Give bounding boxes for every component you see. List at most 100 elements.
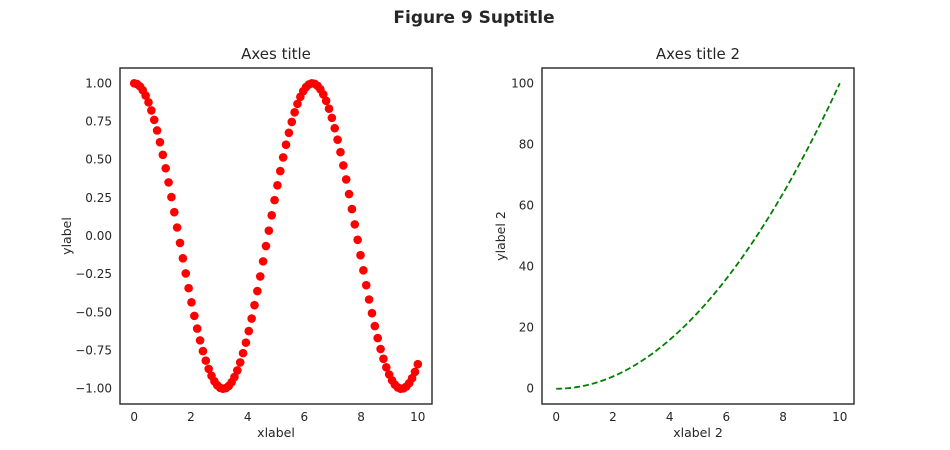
scatter-point [324, 104, 334, 114]
right-y-tick-label: 80 [519, 137, 534, 151]
scatter-point [144, 98, 153, 107]
scatter-point [413, 359, 423, 369]
scatter-point [235, 358, 245, 367]
scatter-point [158, 150, 168, 160]
scatter-point [198, 346, 208, 356]
scatter-point [339, 161, 348, 170]
scatter-point [238, 348, 248, 358]
scatter-point [350, 220, 360, 229]
left-x-tick-label: 2 [187, 410, 195, 424]
right-y-tick-label: 20 [519, 321, 534, 335]
right-x-tick-label: 2 [609, 410, 617, 424]
scatter-point [184, 283, 193, 293]
left-y-tick-label: −1.00 [75, 382, 112, 396]
left-y-tick-label: −0.50 [75, 305, 112, 319]
left-y-tick-label: −0.25 [75, 267, 112, 281]
right-axes-frame [541, 67, 855, 405]
left-x-tick-label: 0 [130, 410, 138, 424]
scatter-point [341, 175, 351, 184]
scatter-point [373, 333, 383, 343]
scatter-point [293, 99, 302, 109]
left-y-tick-label: 0.75 [85, 114, 112, 128]
right-x-tick-label: 8 [779, 410, 787, 424]
scatter-point [287, 117, 297, 127]
right-x-tick-label: 6 [723, 410, 731, 424]
scatter-point [290, 107, 299, 117]
scatter-point [344, 189, 354, 199]
figure-suptitle: Figure 9 Suptitle [393, 8, 554, 28]
scatter-point [382, 363, 391, 372]
right-y-tick-label: 100 [511, 76, 534, 90]
scatter-point [230, 372, 239, 382]
right-y-tick-label: 60 [519, 198, 534, 212]
right-y-axis-label: ylabel 2 [493, 211, 508, 261]
scatter-point [255, 272, 265, 281]
left-y-tick-label: 1.00 [85, 76, 112, 90]
left-y-tick-label: 0.50 [85, 153, 112, 167]
series-line [556, 82, 841, 390]
scatter-point [161, 163, 170, 173]
scatter-point [359, 266, 368, 275]
scatter-point [241, 338, 251, 347]
scatter-point [233, 366, 242, 375]
right-axes-title: Axes title 2 [656, 45, 740, 63]
scatter-point [267, 210, 277, 220]
scatter-point [204, 364, 213, 374]
left-axes: Axes title 1.00 0.75 0.50 0.25 0.00 −0.25 −0.5… [59, 45, 433, 440]
scatter-point [347, 204, 357, 214]
scatter-point [187, 298, 196, 307]
scatter-point [275, 166, 285, 176]
scatter-point [155, 137, 165, 147]
left-x-ticks: 0 2 4 6 8 10 [130, 410, 425, 424]
right-x-ticks: 0 2 4 6 8 10 [552, 410, 847, 424]
left-axes-frame [119, 67, 433, 405]
scatter-point [258, 257, 268, 266]
left-x-tick-label: 6 [301, 410, 309, 424]
scatter-point [181, 269, 191, 278]
scatter-point [244, 326, 254, 336]
scatter-point [178, 253, 188, 263]
scatter-point [364, 295, 374, 304]
left-x-axis-label: xlabel [257, 425, 295, 440]
left-y-tick-label: 0.25 [85, 191, 112, 205]
left-x-tick-label: 10 [410, 410, 425, 424]
scatter-point [376, 344, 385, 354]
scatter-point [195, 336, 205, 345]
right-y-ticks: 0 20 40 60 80 100 [511, 76, 534, 395]
scatter-point [379, 354, 388, 364]
left-y-tick-label: −0.75 [75, 344, 112, 358]
scatter-point [190, 311, 199, 321]
left-x-tick-label: 8 [357, 410, 365, 424]
scatter-point [353, 235, 362, 245]
right-y-tick-label: 0 [526, 382, 534, 396]
scatter-point [278, 153, 288, 162]
right-axes: Axes title 2 0 20 40 60 80 100 0 2 4 6 8 10 xlabel… [493, 45, 855, 440]
scatter-point [281, 140, 291, 149]
scatter-point [284, 128, 294, 138]
scatter-point [318, 90, 328, 99]
scatter-point [152, 126, 162, 135]
scatter-point [367, 308, 377, 318]
right-y-tick-label: 40 [519, 260, 534, 274]
scatter-point [273, 181, 282, 190]
left-axes-title: Axes title [241, 45, 311, 63]
scatter-point [330, 123, 340, 133]
right-x-tick-label: 4 [666, 410, 674, 424]
scatter-point [147, 106, 156, 115]
scatter-point [336, 147, 345, 157]
scatter-point [356, 250, 365, 260]
scatter-point [361, 280, 371, 290]
scatter-point [253, 286, 262, 296]
left-y-ticks: 1.00 0.75 0.50 0.25 0.00 −0.25 −0.50 −0.75 −1.00 [75, 76, 112, 395]
scatter-point [410, 367, 420, 377]
scatter-point [172, 223, 182, 232]
scatter-point [250, 300, 259, 310]
scatter-point [247, 314, 256, 323]
scatter-point [370, 321, 380, 331]
scatter-point [192, 324, 202, 333]
left-scatter-series [129, 78, 423, 394]
left-x-tick-label: 4 [244, 410, 252, 424]
left-y-axis-label: ylabel [59, 217, 74, 255]
right-x-tick-label: 0 [552, 410, 560, 424]
